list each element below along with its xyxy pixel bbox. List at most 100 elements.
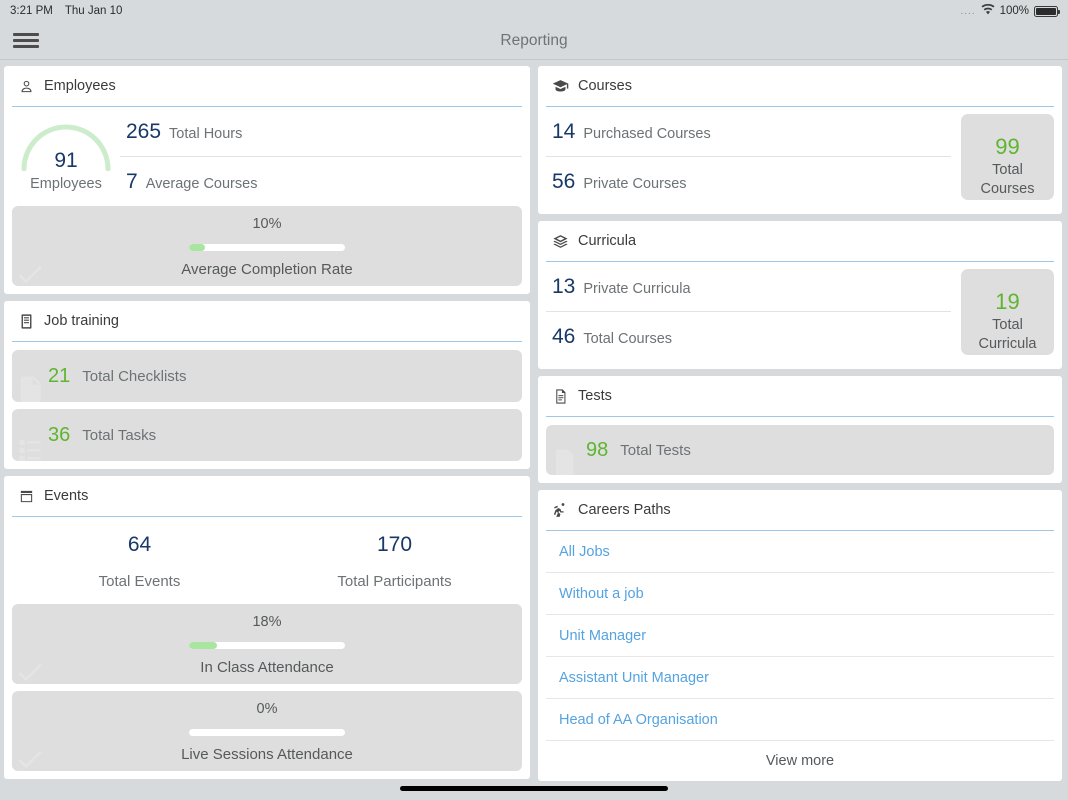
stat-label: Total Courses — [583, 331, 673, 347]
stat-row: 265 Total Hours — [120, 107, 522, 156]
panel-label: Total Checklists — [82, 367, 187, 385]
careers-path-link-assistant-unit-manager[interactable]: Assistant Unit Manager — [546, 657, 1054, 699]
graduation-cap-icon — [552, 78, 569, 95]
checklist-icon — [18, 313, 35, 330]
employees-stat-list: 265 Total Hours 7 Average Courses — [120, 107, 522, 206]
signal-dots-icon: .... — [960, 5, 976, 17]
tests-card: Tests 98 Total Tests — [538, 376, 1062, 483]
tests-card-title: Tests — [578, 388, 612, 404]
stat-label: Total Events — [98, 573, 181, 590]
employees-card-title: Employees — [44, 78, 116, 94]
stat-row: 14 Purchased Courses — [546, 107, 951, 156]
status-bar: 3:21 PM Thu Jan 10 .... 100% — [0, 0, 1068, 22]
stat-value: 7 — [126, 170, 138, 193]
events-card-title: Events — [44, 488, 89, 504]
curricula-card-header: Curricula — [546, 221, 1054, 262]
careers-paths-card: Careers Paths All Jobs Without a job Uni… — [538, 490, 1062, 781]
badge-label-line1: Total — [992, 161, 1023, 178]
stat-value: 56 — [552, 170, 576, 193]
employees-card-header: Employees — [12, 66, 522, 107]
attendance-icon — [14, 656, 46, 684]
stat-row: 56 Private Courses — [546, 156, 951, 206]
progress-track — [189, 244, 345, 251]
total-checklists-panel: 21 Total Checklists — [12, 350, 522, 402]
events-card-header: Events — [12, 476, 522, 517]
careers-path-link-without-a-job[interactable]: Without a job — [546, 573, 1054, 615]
page-title: Reporting — [500, 31, 568, 49]
gauge-arc — [21, 124, 111, 171]
stat-value: 14 — [552, 120, 576, 143]
progress-percent: 0% — [256, 701, 278, 717]
progress-fill — [189, 642, 218, 649]
stat-value: 170 — [376, 533, 413, 556]
hamburger-menu-icon[interactable] — [13, 30, 39, 51]
tasks-icon — [14, 433, 46, 461]
test-paper-icon — [548, 447, 580, 475]
employees-gauge-value: 91 — [54, 149, 78, 172]
stat-row: 13 Private Curricula — [546, 262, 951, 311]
status-time: 3:21 PM — [10, 5, 53, 17]
total-participants-stat: 170 Total Participants — [267, 533, 522, 590]
careers-path-link-all-jobs[interactable]: All Jobs — [546, 531, 1054, 573]
careers-paths-card-header: Careers Paths — [546, 490, 1054, 531]
running-person-icon — [552, 502, 569, 519]
stat-value: 46 — [552, 325, 576, 348]
progress-percent: 18% — [252, 614, 282, 630]
employees-card: Employees 91 Employees 265 Total Hours — [4, 66, 530, 294]
panel-value: 21 — [48, 364, 71, 387]
curricula-body: 13 Private Curricula 46 Total Courses 19… — [546, 262, 1054, 361]
curricula-stat-list: 13 Private Curricula 46 Total Courses — [546, 262, 951, 361]
view-more-button[interactable]: View more — [765, 753, 835, 769]
layers-icon — [552, 233, 569, 250]
courses-card-title: Courses — [578, 78, 632, 94]
attendance-icon — [14, 258, 46, 286]
live-sessions-attendance-panel: 0% Live Sessions Attendance — [12, 691, 522, 771]
employees-body: 91 Employees 265 Total Hours 7 Average C… — [12, 107, 522, 206]
test-paper-icon — [552, 388, 569, 405]
progress-track — [189, 729, 345, 736]
total-tasks-panel: 36 Total Tasks — [12, 409, 522, 461]
stat-label: Private Courses — [583, 176, 687, 192]
stat-label: Total Participants — [337, 573, 452, 590]
progress-label: In Class Attendance — [200, 659, 334, 676]
calendar-icon — [18, 488, 35, 505]
stat-row: 46 Total Courses — [546, 311, 951, 361]
average-completion-rate-panel: 10% Average Completion Rate — [12, 206, 522, 286]
badge-label-line2: Curricula — [978, 336, 1037, 352]
attendance-icon — [14, 743, 46, 771]
courses-card-header: Courses — [546, 66, 1054, 107]
progress-label: Live Sessions Attendance — [181, 746, 353, 763]
employees-gauge-label: Employees — [30, 176, 102, 192]
right-column: Courses 14 Purchased Courses 56 Private … — [538, 66, 1062, 800]
badge-value: 99 — [995, 133, 1020, 159]
careers-paths-link-list: All Jobs Without a job Unit Manager Assi… — [546, 531, 1054, 781]
job-training-card-header: Job training — [12, 301, 522, 342]
home-indicator — [400, 786, 668, 791]
careers-path-link-unit-manager[interactable]: Unit Manager — [546, 615, 1054, 657]
curricula-card: Curricula 13 Private Curricula 46 Total … — [538, 221, 1062, 369]
badge-label-line2: Courses — [980, 181, 1035, 197]
stat-value: 265 — [126, 120, 162, 143]
stat-label: Private Curricula — [583, 281, 691, 297]
stat-label: Purchased Courses — [583, 126, 711, 142]
total-courses-badge: 99 Total Courses — [961, 114, 1054, 200]
panel-label: Total Tests — [620, 441, 691, 459]
badge-label-line1: Total — [992, 316, 1023, 333]
stat-value: 64 — [127, 533, 152, 556]
left-column: Employees 91 Employees 265 Total Hours — [4, 66, 530, 800]
total-events-stat: 64 Total Events — [12, 533, 267, 590]
dashboard-content: Employees 91 Employees 265 Total Hours — [0, 60, 1068, 800]
events-stat-row: 64 Total Events 170 Total Participants — [12, 517, 522, 604]
stat-label: Average Courses — [145, 176, 258, 192]
stat-label: Total Hours — [169, 126, 243, 142]
stat-value: 13 — [552, 275, 576, 298]
panel-value: 36 — [48, 423, 71, 446]
progress-track — [189, 642, 345, 649]
progress-percent: 10% — [252, 216, 282, 232]
battery-percent-label: 100% — [999, 5, 1029, 17]
total-curricula-badge: 19 Total Curricula — [961, 269, 1054, 355]
careers-path-link-head-of-aa-organisation[interactable]: Head of AA Organisation — [546, 699, 1054, 741]
panel-value: 98 — [586, 438, 609, 461]
stat-row: 7 Average Courses — [120, 156, 522, 206]
top-navigation-bar: Reporting — [0, 22, 1068, 60]
